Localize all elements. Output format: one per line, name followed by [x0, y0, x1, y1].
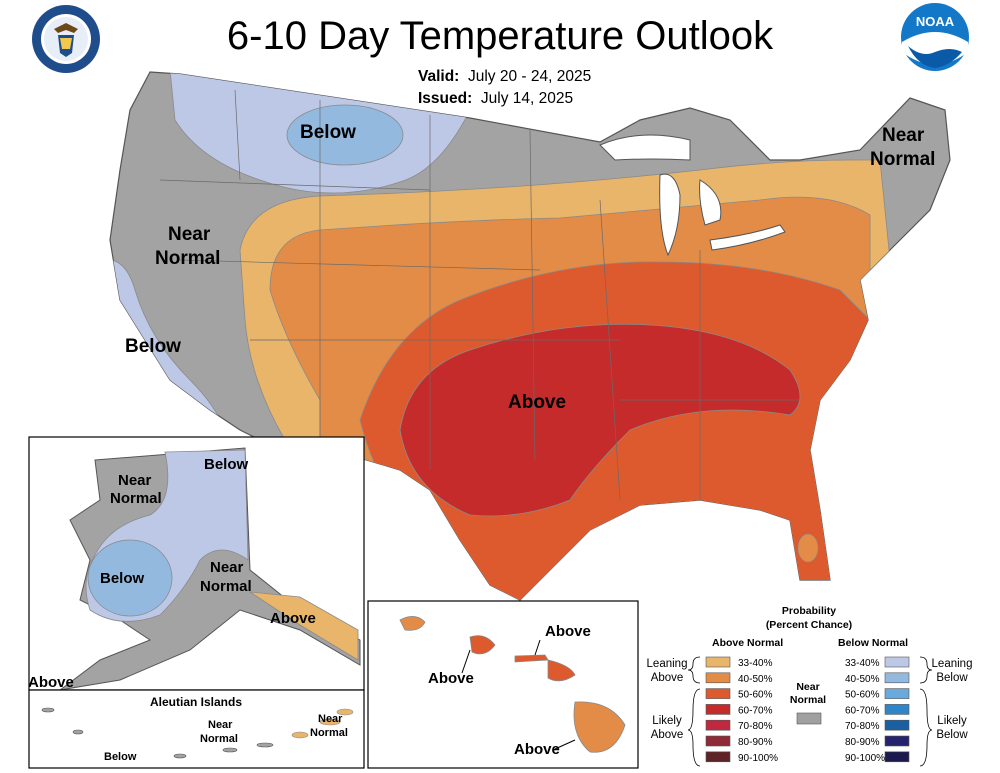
label-west-near-2: Normal — [155, 248, 220, 269]
issued-label: Issued: — [418, 90, 473, 107]
likely-below-2: Below — [936, 729, 968, 741]
hi-above-3: Above — [514, 741, 560, 758]
aleutian-near-1a: Near — [208, 719, 233, 731]
aleutian-islands — [41, 707, 274, 759]
below-swatch-label-0: 33-40% — [845, 658, 880, 669]
below-swatch-label-3: 60-70% — [845, 705, 880, 716]
ak-near-north-1: Near — [118, 472, 152, 489]
valid-dates: Valid: July 20 - 24, 2025 — [418, 68, 591, 86]
legend-near-swatch — [796, 712, 822, 725]
label-west-near-1: Near — [168, 224, 211, 245]
below-likely-north — [286, 104, 404, 166]
hi-leader-2 — [461, 649, 471, 674]
likely-above-2: Above — [651, 729, 684, 741]
bracket-leaning-below — [919, 656, 933, 684]
hi-above-1: Above — [545, 623, 591, 640]
legend-title-2: (Percent Chance) — [766, 619, 852, 631]
above-swatch-1 — [705, 672, 731, 684]
below-swatch-2 — [884, 688, 910, 699]
aleutian-inset-frame — [28, 689, 365, 769]
commerce-seal-logo — [32, 5, 100, 73]
leaning-below-1: Leaning — [932, 658, 973, 670]
likely-above-1: Likely — [652, 715, 682, 727]
valid-value: July 20 - 24, 2025 — [467, 68, 592, 85]
legend-above-header: Above Normal — [712, 637, 783, 649]
aleutian-above-islands — [291, 708, 354, 739]
leaning-above-1: Leaning — [647, 658, 688, 670]
map-title: 6-10 Day Temperature Outlook — [226, 14, 774, 58]
ak-near-south-1: Near — [210, 559, 244, 576]
aleutian-near-2b: Normal — [310, 727, 348, 739]
legend-near-1: Near — [796, 681, 819, 693]
label-north-below: Below — [300, 122, 356, 143]
above-swatch-label-6: 90-100% — [738, 753, 778, 764]
below-swatch-label-1: 40-50% — [845, 674, 880, 685]
aleutian-below: Below — [104, 751, 137, 763]
hi-above-2: Above — [428, 670, 474, 687]
likely-below-1: Likely — [937, 715, 967, 727]
hi-leader-3 — [554, 739, 576, 750]
above-swatch-label-0: 33-40% — [738, 658, 773, 669]
above-swatch-5 — [705, 735, 731, 747]
above-swatches: 33-40% 40-50% 50-60% 60-70% 70-80% 80-90% 90-1… — [705, 656, 778, 764]
label-coast-below: Below — [125, 336, 181, 357]
below-swatch-5 — [884, 735, 910, 747]
below-swatch-3 — [884, 704, 910, 715]
above-swatch-label-2: 50-60% — [738, 690, 773, 701]
noaa-logo-text: NOAA — [916, 14, 955, 29]
noaa-logo: NOAA — [901, 3, 969, 71]
above-swatch-label-5: 80-90% — [738, 737, 773, 748]
bracket-likely-above — [687, 688, 701, 767]
aleutian-title: Aleutian Islands — [150, 695, 242, 709]
leaning-below-2: Below — [936, 672, 968, 684]
ak-near-south-2: Normal — [200, 578, 252, 595]
label-ne-near-2: Normal — [870, 149, 935, 170]
above-swatch-label-3: 60-70% — [738, 705, 773, 716]
below-swatch-4 — [884, 719, 910, 731]
ak-below-north: Below — [204, 456, 249, 473]
above-swatch-0 — [705, 656, 731, 668]
great-lakes — [599, 134, 786, 257]
below-swatch-6 — [884, 751, 910, 763]
above-swatch-4 — [705, 719, 731, 731]
alaska-above-se — [249, 591, 359, 661]
aleutian-near-2a: Near — [318, 713, 343, 725]
issued-value: July 14, 2025 — [480, 90, 574, 107]
ak-above-sw: Above — [28, 674, 74, 691]
aleutian-near-1b: Normal — [200, 733, 238, 745]
below-swatch-label-2: 50-60% — [845, 690, 880, 701]
label-ne-near-1: Near — [882, 125, 925, 146]
label-center-above: Above — [508, 392, 566, 413]
above-swatch-label-4: 70-80% — [738, 721, 773, 732]
state-borders — [159, 89, 800, 501]
below-swatch-label-6: 90-100% — [845, 753, 885, 764]
below-swatches: 33-40% 40-50% 50-60% 60-70% 70-80% 80-90% 90-1… — [845, 656, 910, 764]
below-swatch-label-4: 70-80% — [845, 721, 880, 732]
bracket-likely-below — [919, 688, 933, 767]
above-swatch-label-1: 40-50% — [738, 674, 773, 685]
leaning-above-2: Above — [651, 672, 684, 684]
legend-title-1: Probability — [782, 605, 836, 617]
valid-label: Valid: — [418, 68, 460, 85]
issued-date: Issued: July 14, 2025 — [418, 90, 573, 108]
hawaii-islands — [399, 616, 626, 753]
legend-below-header: Below Normal — [838, 637, 908, 649]
ak-below-center: Below — [100, 570, 145, 587]
above-swatch-6 — [705, 751, 731, 763]
alaska-below-likely — [87, 539, 173, 617]
above-swatch-2 — [705, 688, 731, 699]
legend-near-2: Normal — [790, 694, 826, 706]
above-florida-spot — [797, 533, 819, 563]
hi-leader-1 — [534, 639, 541, 656]
ak-above-se: Above — [270, 610, 316, 627]
bracket-leaning-above — [687, 656, 701, 684]
ak-near-north-2: Normal — [110, 490, 162, 507]
below-swatch-label-5: 80-90% — [845, 737, 880, 748]
below-swatch-0 — [884, 656, 910, 668]
below-swatch-1 — [884, 672, 910, 684]
legend: Probability (Percent Chance) Above Norma… — [647, 605, 973, 767]
above-swatch-3 — [705, 704, 731, 715]
